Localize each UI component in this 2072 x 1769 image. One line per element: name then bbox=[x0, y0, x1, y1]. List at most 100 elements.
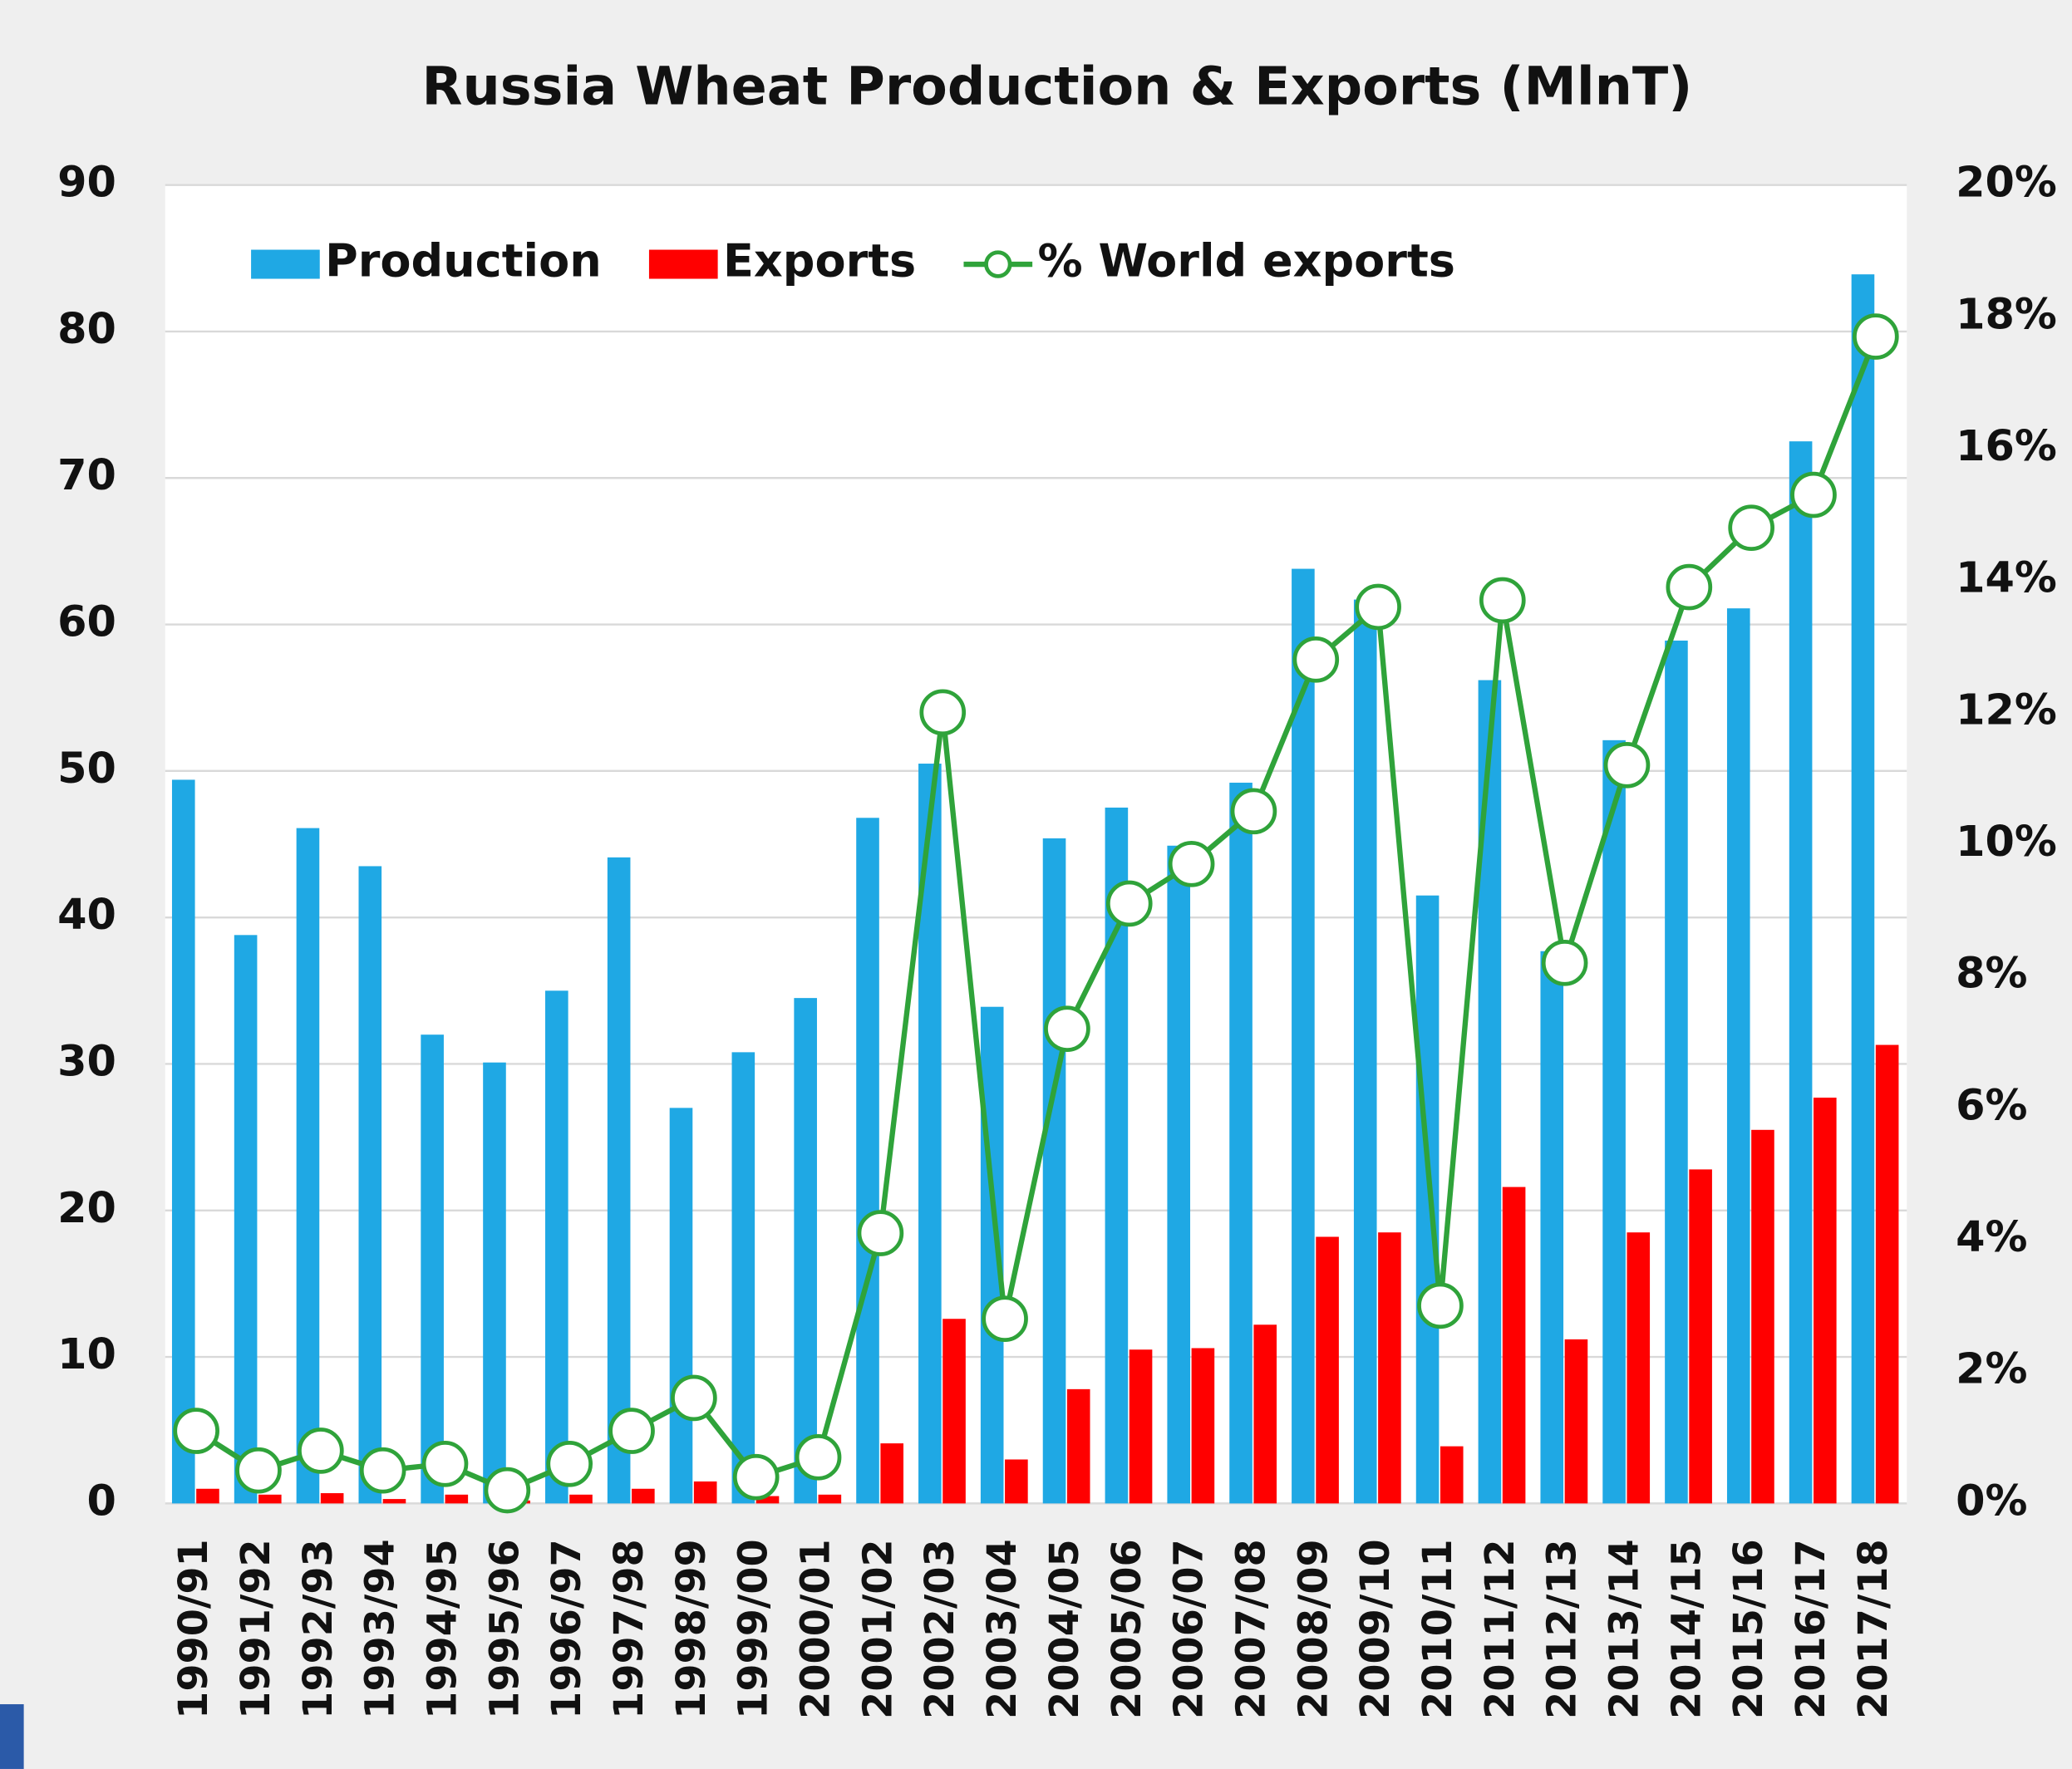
bar bbox=[1415, 895, 1440, 1504]
bar bbox=[1066, 1388, 1090, 1504]
bar bbox=[607, 857, 631, 1504]
x-tick-label: 2004/05 bbox=[1042, 1539, 1088, 1719]
bar bbox=[1665, 640, 1688, 1504]
bar bbox=[358, 866, 382, 1504]
bar bbox=[1789, 441, 1813, 1504]
y2-tick-label: 16% bbox=[1956, 421, 2057, 470]
bar bbox=[320, 1493, 344, 1504]
bar bbox=[693, 1481, 717, 1504]
x-tick-label: 1994/95 bbox=[421, 1539, 466, 1719]
marker bbox=[608, 1408, 655, 1454]
bar bbox=[669, 1108, 693, 1504]
marker bbox=[671, 1374, 717, 1422]
legend-marker bbox=[984, 250, 1012, 278]
y-tick-label: 20 bbox=[57, 1183, 116, 1232]
x-tick-label: 2012/13 bbox=[1540, 1539, 1586, 1719]
y2-tick-label: 0% bbox=[1956, 1476, 2027, 1525]
marker bbox=[359, 1447, 406, 1494]
bar bbox=[1478, 680, 1502, 1504]
bar bbox=[1602, 740, 1626, 1504]
x-tick-label: 2017/18 bbox=[1851, 1539, 1897, 1719]
marker bbox=[1230, 788, 1277, 835]
legend-label: Exports bbox=[723, 235, 916, 287]
y-tick-label: 80 bbox=[57, 304, 116, 353]
marker bbox=[421, 1440, 469, 1487]
x-tick-label: 2011/12 bbox=[1478, 1539, 1523, 1719]
marker bbox=[1853, 313, 1899, 360]
bar bbox=[632, 1488, 655, 1504]
bar bbox=[1726, 608, 1750, 1504]
bar bbox=[1316, 1236, 1339, 1504]
y-tick-label: 10 bbox=[57, 1329, 116, 1378]
legend-swatch bbox=[251, 249, 320, 279]
x-tick-label: 2007/08 bbox=[1228, 1539, 1274, 1719]
bar bbox=[1813, 1098, 1837, 1504]
bar bbox=[234, 935, 258, 1504]
legend-label: Production bbox=[325, 235, 602, 287]
marker bbox=[1728, 504, 1774, 552]
bar bbox=[1627, 1232, 1651, 1504]
y2-tick-label: 14% bbox=[1956, 553, 2057, 602]
bar bbox=[1191, 1348, 1215, 1504]
x-tick-label: 1998/99 bbox=[669, 1539, 715, 1719]
y2-tick-label: 4% bbox=[1956, 1212, 2027, 1261]
x-tick-label: 2009/10 bbox=[1353, 1539, 1399, 1719]
x-tick-label: 1995/96 bbox=[482, 1539, 528, 1719]
bar bbox=[296, 828, 320, 1504]
x-tick-label: 2015/16 bbox=[1726, 1539, 1772, 1719]
y-tick-label: 40 bbox=[57, 890, 116, 939]
marker bbox=[298, 1427, 344, 1474]
bar bbox=[1875, 1044, 1899, 1504]
x-tick-label: 2014/15 bbox=[1664, 1539, 1710, 1719]
bar bbox=[1167, 845, 1191, 1504]
bar bbox=[942, 1319, 966, 1504]
x-tick-label: 1990/91 bbox=[171, 1539, 217, 1719]
marker bbox=[857, 1210, 904, 1256]
x-tick-label: 1999/00 bbox=[731, 1539, 777, 1719]
x-tick-label: 2016/17 bbox=[1789, 1539, 1834, 1719]
marker bbox=[484, 1467, 531, 1514]
bar bbox=[1689, 1169, 1712, 1504]
bar bbox=[258, 1494, 282, 1504]
x-tick-label: 2000/01 bbox=[794, 1539, 839, 1719]
bar bbox=[1851, 274, 1875, 1504]
bar bbox=[1540, 951, 1564, 1504]
marker bbox=[1790, 471, 1837, 518]
x-tick-label: 1992/93 bbox=[296, 1539, 342, 1719]
corner-decoration bbox=[0, 1704, 24, 1769]
y2-tick-label: 8% bbox=[1956, 949, 2027, 998]
x-tick-label: 2001/02 bbox=[855, 1539, 901, 1719]
x-tick-label: 1997/98 bbox=[607, 1539, 652, 1719]
marker bbox=[1666, 563, 1713, 611]
bar bbox=[445, 1494, 469, 1504]
y2-tick-label: 6% bbox=[1956, 1080, 2027, 1129]
marker bbox=[1044, 1005, 1090, 1052]
y-tick-label: 70 bbox=[57, 450, 116, 499]
labels: 0 10 20 30 40 50 60 70 80 90 0% 2% 4% 6% 8% 10% 12% 14% 16… bbox=[57, 158, 2057, 1719]
x-tick-label: 1996/97 bbox=[544, 1539, 590, 1719]
bar bbox=[794, 998, 817, 1504]
x-tick-label: 2002/03 bbox=[918, 1539, 963, 1719]
y-tick-label: 60 bbox=[57, 597, 116, 646]
bar bbox=[1751, 1129, 1774, 1504]
marker bbox=[982, 1295, 1028, 1343]
bar bbox=[1440, 1446, 1464, 1504]
bar bbox=[1502, 1187, 1526, 1504]
bar bbox=[1129, 1349, 1153, 1504]
x-tick-label: 2013/14 bbox=[1602, 1539, 1647, 1719]
bar bbox=[880, 1443, 903, 1504]
bar bbox=[731, 1052, 755, 1504]
x-tick-label: 2006/07 bbox=[1167, 1539, 1213, 1719]
bar bbox=[1005, 1459, 1028, 1504]
marker bbox=[795, 1434, 842, 1481]
bar bbox=[382, 1499, 406, 1504]
bar bbox=[1229, 782, 1253, 1504]
y2-tick-label: 12% bbox=[1956, 685, 2057, 734]
chart-title: Russia Wheat Production & Exports (MlnT) bbox=[422, 56, 1693, 117]
x-tick-label: 2008/09 bbox=[1291, 1539, 1336, 1719]
y-tick-label: 90 bbox=[57, 158, 116, 207]
x-tick-label: 1991/92 bbox=[234, 1539, 279, 1719]
marker bbox=[1168, 840, 1215, 887]
y-tick-label: 0 bbox=[87, 1476, 116, 1525]
